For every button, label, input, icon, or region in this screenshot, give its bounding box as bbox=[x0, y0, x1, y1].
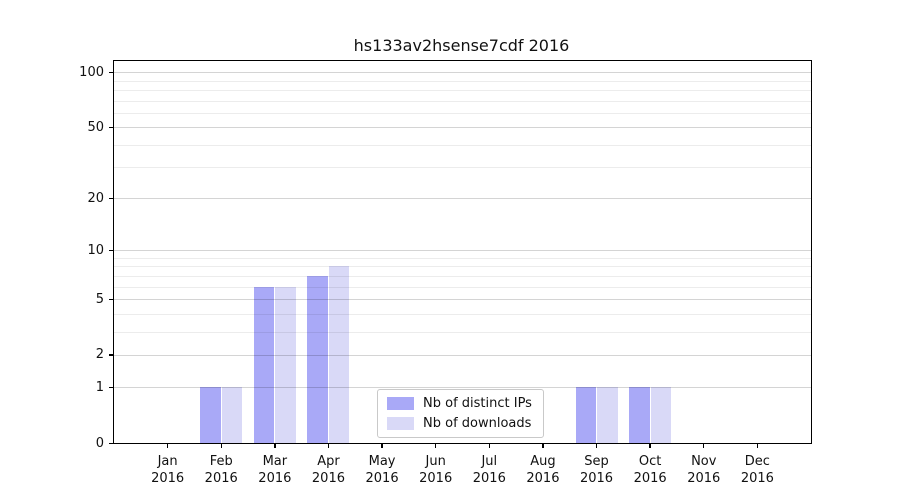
bar-downloads-apr bbox=[328, 266, 350, 443]
y-gridline-minor-70 bbox=[114, 100, 811, 102]
y-tick-label-10: 10 bbox=[87, 242, 104, 258]
legend-item-downloads: Nb of downloads bbox=[387, 416, 532, 431]
bar-downloads-sep bbox=[597, 387, 618, 443]
legend-swatch-downloads bbox=[387, 417, 414, 430]
x-tick-sep bbox=[595, 444, 598, 448]
plot-area: 0 1 2 5 10 20 50 100 Jan 2016 Feb 2016 Mar 2016 Apr… bbox=[79, 60, 812, 486]
x-tick-jun bbox=[434, 444, 437, 448]
x-tick-jan bbox=[166, 444, 169, 448]
x-tick-dec bbox=[756, 444, 759, 448]
x-tick-oct bbox=[649, 444, 651, 448]
y-gridline-minor-3 bbox=[114, 331, 811, 333]
y-tick-label-100: 100 bbox=[79, 64, 104, 80]
bar-ips-feb bbox=[200, 387, 221, 443]
y-tick-5 bbox=[109, 298, 113, 300]
y-tick-1 bbox=[109, 386, 113, 389]
y-tick-100 bbox=[109, 71, 113, 74]
legend-label-downloads: Nb of downloads bbox=[423, 416, 532, 431]
y-gridline-minor-7 bbox=[114, 275, 811, 277]
y-gridline-minor-90 bbox=[114, 80, 811, 82]
chart-title: hs133av2hsense7cdf 2016 bbox=[353, 36, 570, 55]
x-tick-label-may: May 2016 bbox=[365, 454, 399, 486]
y-tick-label-1: 1 bbox=[95, 379, 104, 395]
y-gridline-minor-6 bbox=[114, 286, 811, 288]
y-gridline-minor-30 bbox=[114, 167, 811, 169]
y-tick-label-0: 0 bbox=[95, 435, 104, 451]
y-tick-label-2: 2 bbox=[95, 347, 104, 363]
bar-ips-oct bbox=[629, 387, 650, 443]
y-tick-label-5: 5 bbox=[95, 291, 104, 307]
legend: Nb of distinct IPs Nb of downloads bbox=[377, 389, 544, 438]
x-tick-label-jun: Jun 2016 bbox=[419, 454, 453, 486]
legend-label-ips: Nb of distinct IPs bbox=[423, 396, 532, 411]
y-gridline-major-20 bbox=[114, 198, 811, 200]
y-gridline-major-1 bbox=[114, 387, 811, 389]
x-tick-may bbox=[381, 444, 383, 448]
x-tick-label-dec: Dec 2016 bbox=[740, 454, 774, 486]
y-gridline-minor-80 bbox=[114, 89, 811, 91]
y-gridline-major-10 bbox=[114, 250, 811, 252]
y-gridline-major-5 bbox=[114, 299, 811, 301]
y-tick-label-20: 20 bbox=[87, 190, 104, 206]
x-tick-aug bbox=[542, 444, 544, 448]
y-gridline-minor-40 bbox=[114, 144, 811, 146]
x-tick-feb bbox=[220, 444, 222, 448]
bar-downloads-mar bbox=[275, 286, 296, 443]
x-tick-mar bbox=[274, 444, 276, 448]
y-tick-0 bbox=[109, 442, 113, 444]
x-tick-jul bbox=[488, 444, 490, 448]
bar-downloads-feb bbox=[221, 387, 243, 443]
x-tick-label-sep: Sep 2016 bbox=[579, 454, 614, 486]
y-gridline-major-100 bbox=[114, 72, 811, 74]
y-gridline-minor-9 bbox=[114, 258, 811, 259]
x-tick-label-mar: Mar 2016 bbox=[258, 454, 292, 486]
y-tick-10 bbox=[109, 249, 113, 252]
x-tick-apr bbox=[327, 444, 330, 448]
y-gridline-minor-4 bbox=[114, 313, 811, 315]
bar-ips-mar bbox=[253, 286, 275, 443]
y-gridline-major-2 bbox=[114, 354, 811, 356]
x-tick-label-apr: Apr 2016 bbox=[311, 454, 345, 486]
x-tick-label-oct: Oct 2016 bbox=[633, 454, 667, 486]
x-tick-nov bbox=[703, 444, 705, 448]
legend-item-distinct-ips: Nb of distinct IPs bbox=[387, 396, 532, 411]
y-gridline-minor-60 bbox=[114, 112, 811, 114]
bar-downloads-oct bbox=[650, 387, 672, 443]
y-tick-20 bbox=[109, 197, 113, 200]
y-gridline-major-50 bbox=[114, 127, 811, 129]
legend-swatch-ips bbox=[387, 397, 414, 410]
y-tick-50 bbox=[109, 126, 113, 128]
y-tick-label-50: 50 bbox=[87, 119, 104, 135]
x-tick-label-jul: Jul 2016 bbox=[472, 454, 506, 486]
x-tick-label-aug: Aug 2016 bbox=[526, 454, 560, 486]
y-gridline-minor-8 bbox=[114, 266, 811, 268]
x-tick-label-jan: Jan 2016 bbox=[151, 454, 185, 486]
bar-ips-sep bbox=[575, 387, 597, 443]
x-tick-label-feb: Feb 2016 bbox=[204, 454, 238, 486]
x-tick-label-nov: Nov 2016 bbox=[687, 454, 721, 486]
bar-ips-apr bbox=[307, 275, 328, 443]
y-tick-2 bbox=[109, 354, 113, 356]
